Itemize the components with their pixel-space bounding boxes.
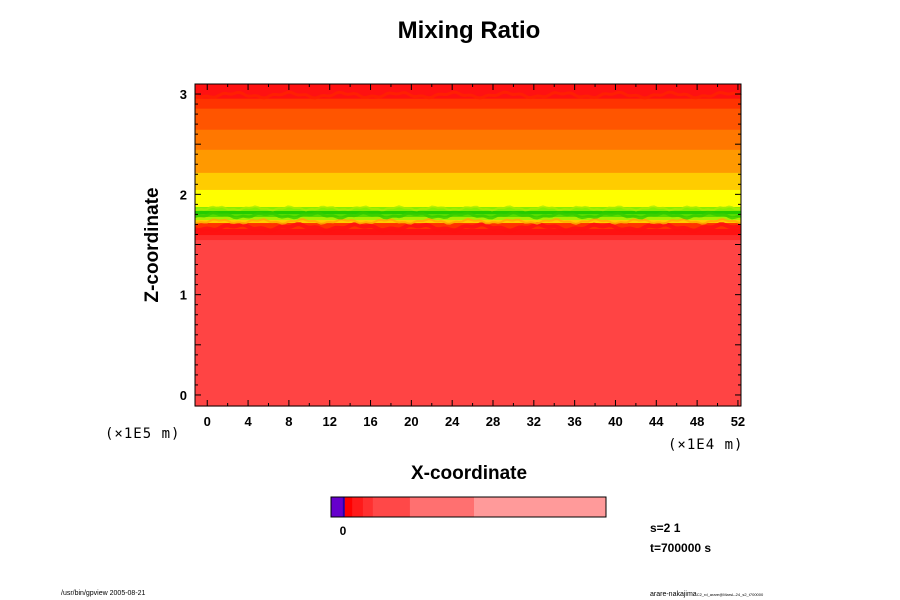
x-tick-label: 28 <box>486 414 500 429</box>
heatmap-layer-2 <box>195 228 741 236</box>
footer-right-small: C2_rd_arare@MarsL-24_s2_t700000 <box>697 592 764 597</box>
x-tick-label: 52 <box>731 414 745 429</box>
colorbar <box>331 497 607 517</box>
colorbar-segment-5 <box>372 497 411 517</box>
x-tick-label: 32 <box>527 414 541 429</box>
colorbar-segment-1 <box>342 497 346 517</box>
heatmap-layer-13 <box>195 108 741 130</box>
footer-right-main: arare-nakajima <box>650 591 697 598</box>
x-tick-label: 4 <box>244 414 252 429</box>
interface-wave-orange <box>194 218 742 225</box>
interface-wave-green <box>194 211 742 220</box>
mixing-layer-texture <box>194 90 742 233</box>
heatmap-layer-8 <box>195 206 741 211</box>
x-tick-label: 12 <box>322 414 336 429</box>
interface-wave-top <box>194 90 742 100</box>
footer-left: /usr/bin/gpview 2005-08-21 <box>61 590 146 597</box>
x-tick-label: 8 <box>285 414 292 429</box>
colorbar-segment-6 <box>409 497 475 517</box>
colorbar-segment-2 <box>344 497 353 517</box>
colorbar-segment-0 <box>331 497 344 517</box>
y-tick-label: 1 <box>180 288 187 303</box>
plot-frame <box>194 83 742 407</box>
y-axis: 0 1 2 3 <box>180 83 741 403</box>
colorbar-segment-7 <box>474 497 607 517</box>
x-tick-label: 20 <box>404 414 418 429</box>
y-tick-label: 2 <box>180 187 187 202</box>
x-tick-label: 36 <box>567 414 581 429</box>
heatmap-layer-4 <box>195 219 741 224</box>
heatmap-layer-9 <box>195 189 741 207</box>
colorbar-frame <box>330 496 607 518</box>
x-axis-title: X-coordinate <box>411 463 527 484</box>
y-axis-title: Z-coordinate <box>142 187 163 302</box>
x-tick-label: 0 <box>204 414 211 429</box>
colorbar-segment-3 <box>352 497 364 517</box>
chart-title: Mixing Ratio <box>398 17 541 44</box>
y-axis-unit: (×1E5 m) <box>105 426 180 442</box>
heatmap-layer-10 <box>195 172 741 190</box>
interface-wave-lower <box>194 222 742 233</box>
x-tick-label: 48 <box>690 414 704 429</box>
heatmap-layer-14 <box>195 98 741 109</box>
heatmap-layer-12 <box>195 129 741 150</box>
y-tick-label: 3 <box>180 87 187 102</box>
heatmap-layer-11 <box>195 149 741 173</box>
heatmap-layer-6 <box>195 213 741 218</box>
y-tick-label: 0 <box>180 388 187 403</box>
x-tick-label: 40 <box>608 414 622 429</box>
colorbar-zero-label: 0 <box>340 524 347 538</box>
step-info: s=2 1 <box>650 521 681 535</box>
x-axis-unit: (×1E4 m) <box>668 437 743 453</box>
plot-area <box>195 84 741 407</box>
heatmap-layer-0 <box>195 239 741 407</box>
interface-wave-lime <box>194 205 742 212</box>
time-info: t=700000 s <box>650 541 711 555</box>
footer-right: arare-nakajimaC2_rd_arare@MarsL-24_s2_t7… <box>650 591 764 598</box>
x-tick-label: 24 <box>445 414 460 429</box>
x-tick-label: 16 <box>363 414 377 429</box>
heatmap-layer-1 <box>195 234 741 241</box>
x-axis: 0 4 8 12 16 20 24 28 32 36 40 44 48 52 <box>204 84 745 429</box>
colorbar-segment-4 <box>362 497 374 517</box>
x-tick-label: 44 <box>649 414 664 429</box>
